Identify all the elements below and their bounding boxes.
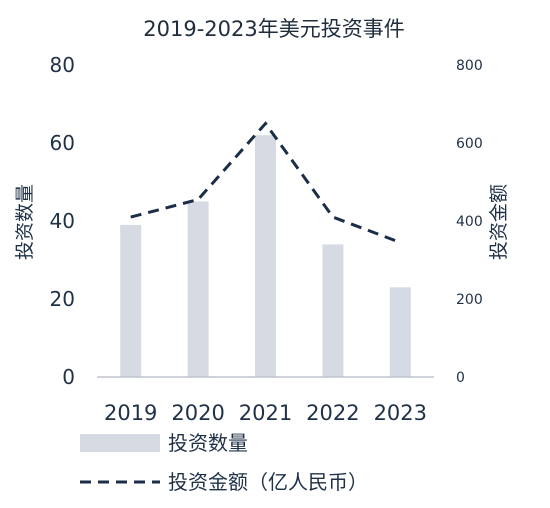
legend-line-label: 投资金额（亿人民币） [168,470,368,494]
x-tick-label: 2019 [104,401,157,425]
right-axis-label: 投资金额 [488,184,510,260]
x-tick-label: 2023 [374,401,427,425]
right-tick-label: 200 [456,292,483,308]
bar-series [120,135,411,377]
bar [255,135,276,377]
left-tick-label: 80 [50,53,75,77]
right-tick-label: 0 [456,370,465,386]
bar [322,244,344,377]
legend-bar-label: 投资数量 [168,431,248,455]
right-tick-label: 400 [456,214,483,230]
bar [187,201,209,377]
right-tick-label: 600 [456,136,483,152]
left-tick-label: 60 [50,131,75,155]
chart-title: 2019-2023年美元投资事件 [143,17,404,41]
legend: 投资数量 投资金额（亿人民币） [80,431,368,494]
left-axis-label: 投资数量 [14,184,36,260]
right-y-axis: 0 200 400 600 800 [456,58,483,386]
left-y-axis: 0 20 40 60 80 [50,53,75,389]
right-tick-label: 800 [456,58,483,74]
left-tick-label: 40 [50,209,75,233]
x-axis-ticks: 2019 2020 2021 2022 2023 [104,401,427,425]
x-tick-label: 2022 [306,401,359,425]
left-tick-label: 20 [50,287,75,311]
x-tick-label: 2020 [171,401,224,425]
left-tick-label: 0 [62,365,75,389]
bar [120,224,142,377]
line-series [130,121,401,244]
legend-bar-swatch [80,434,160,452]
x-tick-label: 2021 [239,401,292,425]
bar [389,287,411,377]
